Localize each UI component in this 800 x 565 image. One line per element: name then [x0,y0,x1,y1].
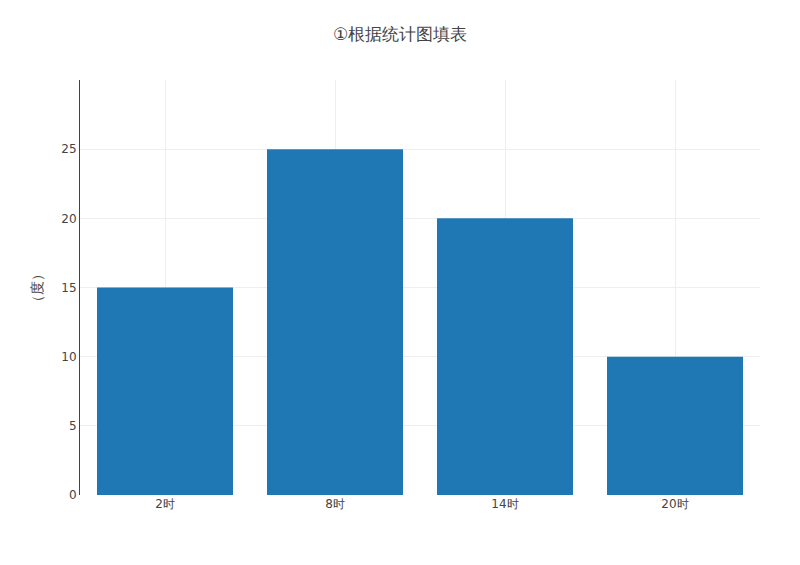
svg-text:5: 5 [69,419,77,433]
svg-text:（度）: （度） [29,267,45,309]
svg-text:10: 10 [61,350,76,364]
svg-text:20时: 20时 [661,497,688,511]
svg-text:2时: 2时 [155,497,175,511]
svg-text:15: 15 [61,281,76,295]
svg-text:0: 0 [69,488,77,502]
svg-text:25: 25 [61,142,76,156]
svg-text:20: 20 [61,212,76,226]
svg-text:14时: 14时 [491,497,518,511]
svg-text:8时: 8时 [325,497,345,511]
svg-text:①根据统计图填表: ①根据统计图填表 [333,24,467,44]
